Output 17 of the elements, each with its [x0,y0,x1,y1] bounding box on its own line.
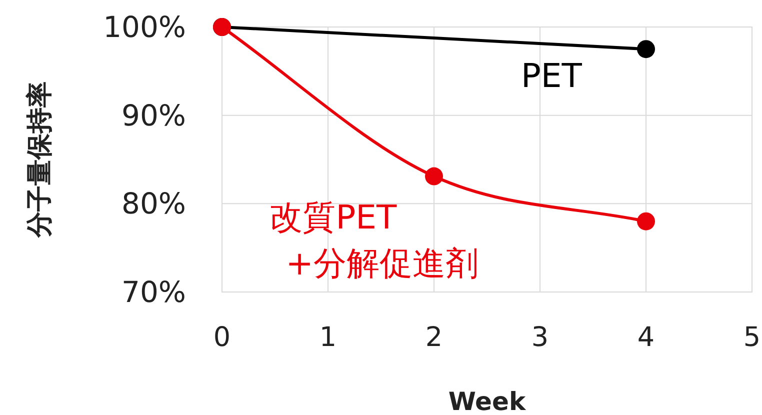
y-tick-label: 70% [122,275,186,309]
y-tick-label: 100% [103,10,186,44]
x-tick-label: 1 [319,322,337,353]
y-axis-title: 分子量保持率 [25,82,55,238]
y-tick-label: 90% [122,98,186,132]
x-axis-title: Week [448,387,527,415]
point [637,212,655,230]
point [425,167,443,186]
series-label: 改質PET +分解促進剤 [270,197,478,282]
x-tick-label: 0 [213,322,231,353]
x-tick-label: 4 [637,322,655,353]
x-tick-label: 3 [531,322,549,353]
x-tick-label: 2 [425,322,443,353]
series-label: PET [521,56,583,96]
y-tick-label: 80% [122,186,186,221]
x-tick-label: 5 [743,322,761,353]
point [637,40,655,58]
